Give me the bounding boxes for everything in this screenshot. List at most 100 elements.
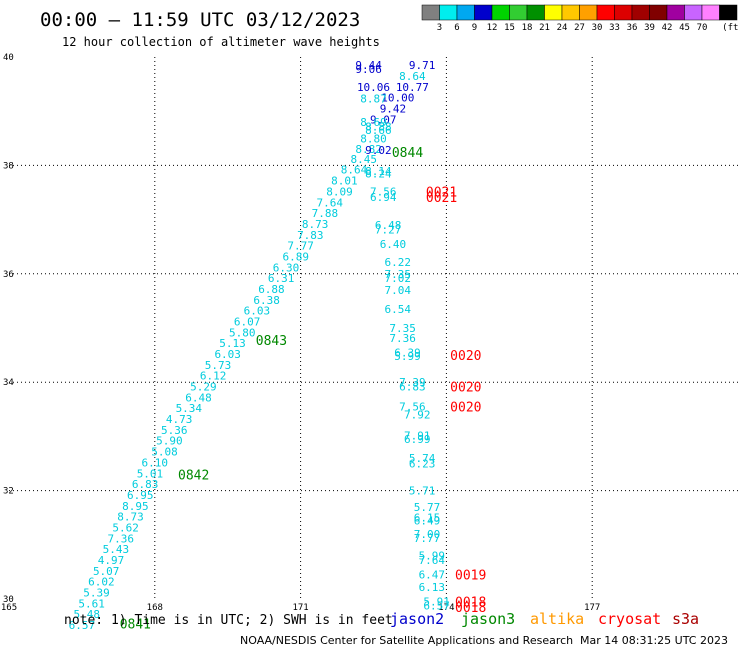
wave-height-label: 7.36 <box>389 332 416 345</box>
wave-height-label: 8.64 <box>399 70 426 83</box>
wave-height-label: 8.24 <box>365 168 392 181</box>
footer-credit: NOAA/NESDIS Center for Satellite Applica… <box>240 634 573 647</box>
wave-height-label: 7.02 <box>385 272 412 285</box>
footer-timestamp: Mar 14 08:31:25 UTC 2023 <box>580 634 728 647</box>
wave-height-label: 5.80 <box>229 326 256 339</box>
wave-height-label: 9.71 <box>409 59 436 72</box>
wave-height-label: 8.87 <box>360 93 387 106</box>
colorbar-label: 33 <box>609 23 620 33</box>
wave-height-label: 9.44 <box>355 59 382 72</box>
wave-height-label: 7.77 <box>414 532 441 545</box>
wave-height-label: 7.56 <box>399 401 426 414</box>
wave-height-label: 4.97 <box>98 554 125 567</box>
latitude-tick-label: 36 <box>3 270 14 280</box>
wave-height-label: 5.48 <box>74 608 101 621</box>
wave-height-label: 6.95 <box>127 489 154 502</box>
wave-height-label: 6.31 <box>268 272 295 285</box>
pass-time-label: 0842 <box>178 468 209 483</box>
latitude-tick-label: 30 <box>3 595 14 605</box>
colorbar-label: 18 <box>522 23 533 33</box>
pass-time-label: 0018 <box>455 601 486 616</box>
colorbar-swatch <box>614 4 633 21</box>
wave-height-label: 5.99 <box>419 550 446 563</box>
wave-height-label: 6.03 <box>214 348 241 361</box>
wave-height-label: 10.00 <box>381 92 414 105</box>
wave-height-label: 6.15 <box>414 512 441 525</box>
wave-height-label: 6.12 <box>200 370 227 383</box>
wave-height-label: 6.23 <box>409 458 436 471</box>
wave-height-label: 5.29 <box>190 381 217 394</box>
wave-height-label: 9.07 <box>370 113 397 126</box>
wave-height-label: 7.64 <box>419 554 446 567</box>
wave-height-label: 6.03 <box>244 305 271 318</box>
colorbar-unit: (ft) <box>722 23 740 33</box>
wave-height-label: 5.01 <box>137 467 164 480</box>
wave-height-label: 7.64 <box>317 196 344 209</box>
wave-height-label: 5.62 <box>112 521 139 534</box>
wave-height-label: 6.48 <box>375 219 402 232</box>
wave-height-label: 7.91 <box>404 429 431 442</box>
wave-height-label: 6.38 <box>253 294 280 307</box>
wave-height-label: 7.92 <box>404 409 431 422</box>
wave-height-label: 5.91 <box>423 596 450 609</box>
wave-height-label: 9.42 <box>380 102 407 115</box>
colorbar-swatch <box>579 4 598 21</box>
latitude-tick-label: 32 <box>3 487 14 497</box>
colorbar-label: 9 <box>472 23 477 33</box>
wave-height-label: 7.88 <box>312 207 339 220</box>
wave-height-label: 6.94 <box>370 191 397 204</box>
colorbar-swatch <box>509 4 528 21</box>
wave-height-label: 5.43 <box>103 543 130 556</box>
wave-height-label: 6.39 <box>394 346 421 359</box>
pass-time-label: 0844 <box>392 146 423 161</box>
wave-height-label: 6.99 <box>404 433 431 446</box>
colorbar-swatch <box>439 4 458 21</box>
satellite-legend-jason3: jason3 <box>461 610 515 628</box>
page-title: 00:00 – 11:59 UTC 03/12/2023 <box>40 9 360 31</box>
satellite-legend: jason2 jason3 altika cryosat s3a <box>390 610 699 628</box>
wave-height-label: 5.39 <box>83 586 110 599</box>
wave-height-label: 8.88 <box>365 120 392 133</box>
wave-height-label: 4.73 <box>166 413 193 426</box>
colorbar-swatch <box>421 4 440 21</box>
wave-height-label: 6.40 <box>380 238 407 251</box>
colorbar-label: 27 <box>574 23 585 33</box>
map-grid <box>9 57 738 599</box>
wave-height-label: 5.73 <box>205 359 232 372</box>
longitude-tick-label: 177 <box>584 603 600 613</box>
wave-height-label: 7.27 <box>375 223 402 236</box>
wave-height-label: 6.57 <box>69 619 96 632</box>
axis-tick-labels: 165 168 171 174 177 40 38 36 34 32 30 <box>1 53 600 613</box>
wave-height-label: 5.13 <box>219 337 246 350</box>
page-subtitle: 12 hour collection of altimeter wave hei… <box>62 35 380 49</box>
latitude-tick-label: 34 <box>3 378 14 388</box>
wave-height-label: 5.36 <box>161 424 188 437</box>
pass-time-label: 0843 <box>256 334 287 349</box>
colorbar-swatch <box>491 4 510 21</box>
colorbar-swatch <box>474 4 493 21</box>
wave-height-label: 10.77 <box>396 81 429 94</box>
wave-height-label: 5.61 <box>78 597 105 610</box>
wave-height-label: 8.73 <box>117 511 144 524</box>
colorbar-swatch <box>719 4 738 21</box>
wave-height-label: 6.83 <box>132 478 159 491</box>
wave-height-label: 6.10 <box>142 456 169 469</box>
footer-note: note: 1) Time is in UTC; 2) SWH is in fe… <box>64 613 393 628</box>
wave-height-label: 7.36 <box>108 532 135 545</box>
wave-height-label: 8.09 <box>326 185 353 198</box>
colorbar-label: 45 <box>679 23 690 33</box>
colorbar-swatch <box>649 4 668 21</box>
wave-height-label: 8.14 <box>365 165 392 178</box>
wave-height-label: 8.73 <box>302 218 329 231</box>
wave-height-label: 8.66 <box>365 124 392 137</box>
colorbar-label: 6 <box>454 23 459 33</box>
wave-height-label: 7.39 <box>399 376 426 389</box>
wave-height-label: 8.64 <box>341 164 368 177</box>
wave-height-label: 6.30 <box>273 261 300 274</box>
colorbar-label: 36 <box>627 23 638 33</box>
pass-time-label: 0021 <box>426 191 457 206</box>
wave-height-label: 7.04 <box>385 284 412 297</box>
